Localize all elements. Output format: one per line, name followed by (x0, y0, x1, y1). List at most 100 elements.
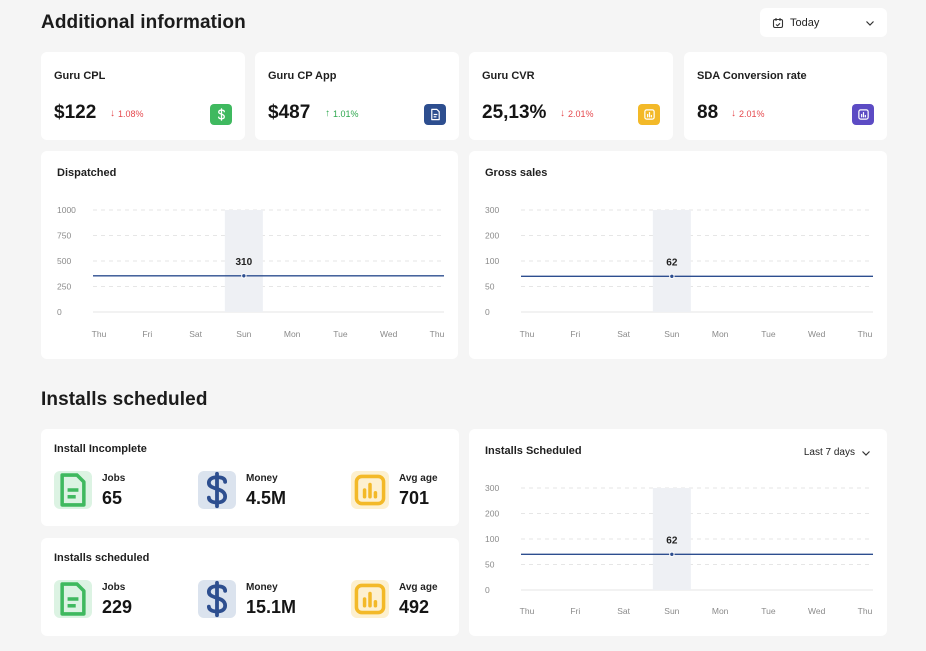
installs-section-title: Installs scheduled (41, 389, 208, 410)
kpi-value: 88 (697, 102, 719, 123)
date-select-value: Today (790, 16, 820, 29)
kpi-card: Guru CP App $487 ↑ 1.01% (255, 52, 459, 140)
gross-sales-chart: 0 50 100 200 300 62 Thu Fri Sat Sun Mon Tue Wed Thu (485, 205, 873, 339)
highlight-label: 310 (236, 257, 253, 268)
y-tick-label: 750 (57, 231, 71, 241)
document-icon (54, 471, 92, 509)
x-tick-label: Thu (430, 329, 445, 339)
y-tick-label: 100 (485, 534, 499, 544)
arrow-down-icon: ↓ (731, 108, 736, 119)
y-tick-label: 500 (57, 256, 71, 266)
arrow-down-icon: ↓ (110, 108, 115, 119)
x-tick-label: Fri (142, 329, 152, 339)
highlight-point (669, 273, 675, 280)
chevron-down-icon (862, 450, 870, 456)
x-tick-label: Thu (92, 329, 107, 339)
x-tick-label: Sat (617, 329, 630, 339)
x-tick-label: Fri (570, 329, 580, 339)
x-tick-label: Wed (808, 606, 826, 616)
chart-icon (638, 104, 660, 125)
highlight-band (652, 488, 691, 590)
metric-label: Jobs (102, 582, 126, 593)
x-tick-label: Mon (284, 329, 301, 339)
y-tick-label: 1000 (57, 205, 76, 215)
metric-label: Jobs (102, 473, 126, 484)
installs-scheduled-chart: 0 50 100 200 300 62 Thu Fri Sat Sun Mon Tue Wed Thu (485, 483, 873, 616)
kpi-card: Guru CVR 25,13% ↓ 2.01% (469, 52, 673, 140)
kpi-change: ↓ 2.01% (560, 108, 594, 119)
y-tick-label: 0 (57, 307, 62, 317)
x-tick-label: Tue (761, 329, 776, 339)
install-incomplete-card: Install Incomplete Jobs 65 Money 4.5M Av… (41, 429, 459, 526)
metric-value: 4.5M (246, 488, 287, 508)
x-tick-label: Thu (520, 606, 535, 616)
y-tick-label: 250 (57, 282, 71, 292)
dollar-icon (210, 104, 232, 125)
document-icon (54, 580, 92, 618)
y-tick-label: 200 (485, 231, 499, 241)
kpi-change-value: 1.01% (333, 108, 359, 119)
kpi-title: Guru CP App (268, 70, 337, 82)
x-tick-label: Mon (712, 329, 729, 339)
date-range-select[interactable]: Today (760, 8, 887, 37)
install-incomplete-title: Install Incomplete (54, 443, 147, 455)
additional-info-title: Additional information (41, 12, 246, 33)
kpi-value: 25,13% (482, 102, 547, 123)
metric-label: Avg age (399, 473, 438, 484)
y-tick-label: 300 (485, 483, 499, 493)
metric-label: Money (246, 582, 278, 593)
chevron-down-icon (866, 20, 874, 26)
chart-icon (351, 580, 389, 618)
gross-sales-card: Gross sales 0 50 100 200 300 62 Thu Fri Sat Sun Mo… (469, 151, 887, 359)
y-tick-label: 50 (485, 282, 495, 292)
installs-chart-title: Installs Scheduled (485, 445, 582, 457)
kpi-change-value: 1.08% (118, 108, 144, 119)
x-tick-label: Wed (808, 329, 826, 339)
x-tick-label: Sat (617, 606, 630, 616)
highlight-label: 62 (666, 257, 678, 268)
highlight-point (669, 551, 675, 558)
dispatched-card: Dispatched 0 250 500 750 1000 310 Thu Fri Sat Sun… (41, 151, 458, 359)
kpi-value: $487 (268, 102, 311, 123)
x-tick-label: Sun (236, 329, 251, 339)
x-tick-label: Fri (570, 606, 580, 616)
kpi-card: SDA Conversion rate 88 ↓ 2.01% (684, 52, 887, 140)
x-tick-label: Mon (712, 606, 729, 616)
y-tick-label: 100 (485, 256, 499, 266)
metric-value: 492 (399, 597, 430, 617)
dispatched-title: Dispatched (57, 167, 117, 179)
document-icon (424, 104, 446, 125)
gross-sales-title: Gross sales (485, 167, 548, 179)
dollar-icon (198, 471, 236, 509)
kpi-title: Guru CPL (54, 70, 106, 82)
range-select-value: Last 7 days (803, 447, 855, 458)
dollar-icon (198, 580, 236, 618)
x-tick-label: Sat (189, 329, 202, 339)
x-tick-label: Tue (761, 606, 776, 616)
y-tick-label: 300 (485, 205, 499, 215)
metric-value: 15.1M (246, 597, 297, 617)
installs-scheduled-chart-card: Installs Scheduled Last 7 days 0 50 100 200… (469, 429, 887, 636)
x-tick-label: Thu (858, 329, 873, 339)
metric-value: 229 (102, 597, 133, 617)
dispatched-chart: 0 250 500 750 1000 310 Thu Fri Sat Sun Mon Tue Wed Th… (57, 205, 445, 339)
metric-value: 701 (399, 488, 430, 508)
arrow-up-icon: ↑ (325, 108, 330, 119)
calendar-icon (772, 17, 784, 28)
kpi-title: Guru CVR (482, 70, 535, 82)
kpi-change: ↑ 1.01% (325, 108, 359, 119)
kpi-change-value: 2.01% (568, 108, 594, 119)
range-select[interactable]: Last 7 days (804, 447, 871, 458)
x-tick-label: Thu (520, 329, 535, 339)
kpi-card: Guru CPL $122 ↓ 1.08% (41, 52, 245, 140)
y-tick-label: 50 (485, 560, 495, 570)
highlight-point (241, 273, 247, 279)
highlight-label: 62 (666, 535, 678, 546)
x-tick-label: Sun (664, 329, 679, 339)
kpi-change: ↓ 2.01% (731, 108, 765, 119)
chart-icon (852, 104, 874, 125)
x-tick-label: Tue (333, 329, 348, 339)
metric-label: Money (246, 473, 278, 484)
metric-label: Avg age (399, 582, 438, 593)
